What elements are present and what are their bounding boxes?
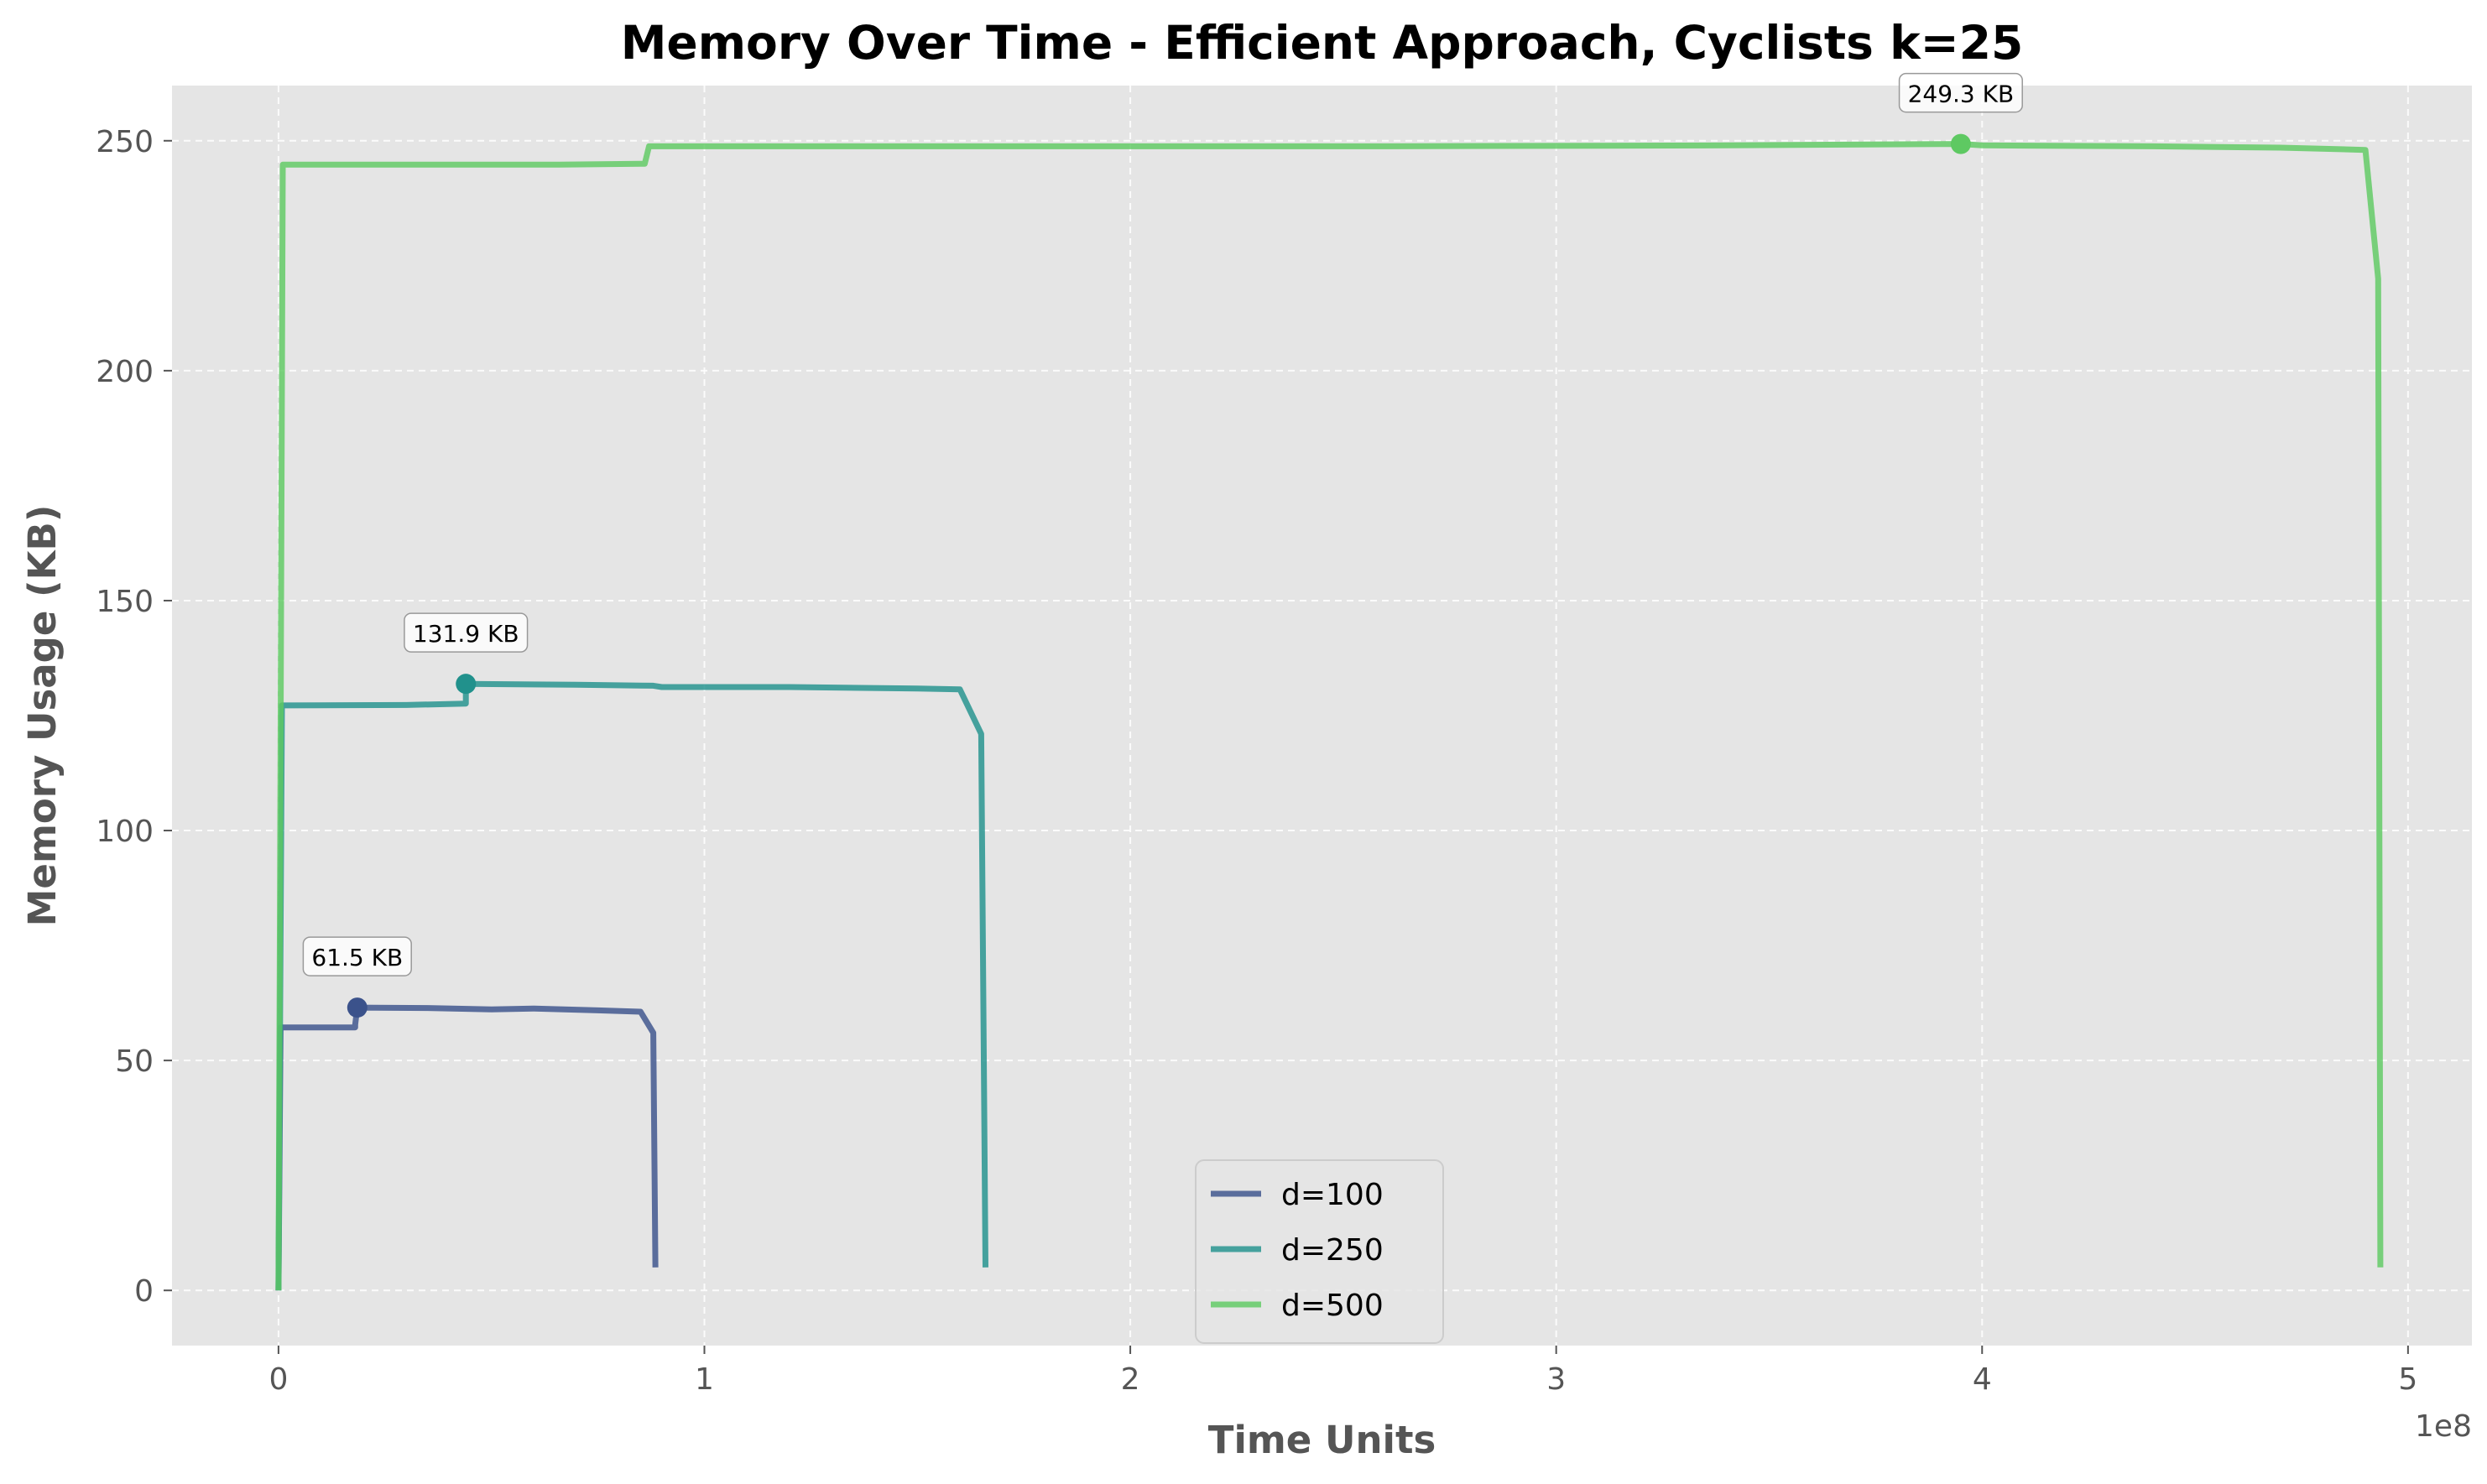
- series-line-d=100: [275, 1004, 659, 1291]
- series-line-d=500: [275, 141, 2384, 1291]
- peak-marker: [1950, 133, 1971, 154]
- legend: d=100 d=250 d=500: [1195, 1159, 1444, 1344]
- series-group: [275, 141, 2384, 1291]
- y-tick-label: 0: [134, 1274, 154, 1309]
- chart-title: Memory Over Time - Efficient Approach, C…: [621, 16, 2024, 70]
- peak-label: 61.5 KB: [311, 944, 403, 971]
- x-tick-label: 3: [1546, 1362, 1566, 1397]
- y-tick-label: 250: [96, 125, 154, 159]
- plot-area: [172, 86, 2472, 1346]
- x-tick-label: 4: [1973, 1362, 1992, 1397]
- y-tick-label: 50: [115, 1044, 154, 1079]
- peak-label-box: [302, 936, 412, 976]
- peak-label: 131.9 KB: [413, 620, 519, 648]
- y-axis-ticks: 0 50 100 150 200 250: [96, 125, 172, 1309]
- legend-label-d=100: d=100: [1281, 1178, 1384, 1212]
- x-axis-ticks: 0 1 2 3 4 5: [269, 1346, 2417, 1397]
- x-tick-label: 2: [1121, 1362, 1140, 1397]
- series-line-d=250: [275, 680, 988, 1291]
- peak-label-box: [404, 612, 529, 653]
- legend-label-d=250: d=250: [1281, 1233, 1384, 1268]
- x-axis-label: Time Units: [1208, 1418, 1436, 1462]
- peak-annotations: 61.5 KB 131.9 KB 249.3 KB: [302, 72, 2023, 1018]
- x-tick-label: 5: [2398, 1362, 2417, 1397]
- x-tick-label: 1: [695, 1362, 714, 1397]
- x-axis-offset-label: 1e8: [2415, 1409, 2472, 1444]
- y-axis-label: Memory Usage (KB): [20, 505, 65, 927]
- y-tick-label: 200: [96, 355, 154, 389]
- peak-marker: [456, 674, 477, 695]
- x-tick-label: 0: [269, 1362, 288, 1397]
- peak-label: 249.3 KB: [1908, 81, 2015, 108]
- peak-label-box: [1898, 72, 2023, 113]
- peak-marker: [347, 997, 368, 1018]
- legend-box: [1195, 1159, 1444, 1344]
- y-tick-label: 150: [96, 585, 154, 619]
- legend-label-d=500: d=500: [1281, 1289, 1384, 1323]
- y-tick-label: 100: [96, 815, 154, 849]
